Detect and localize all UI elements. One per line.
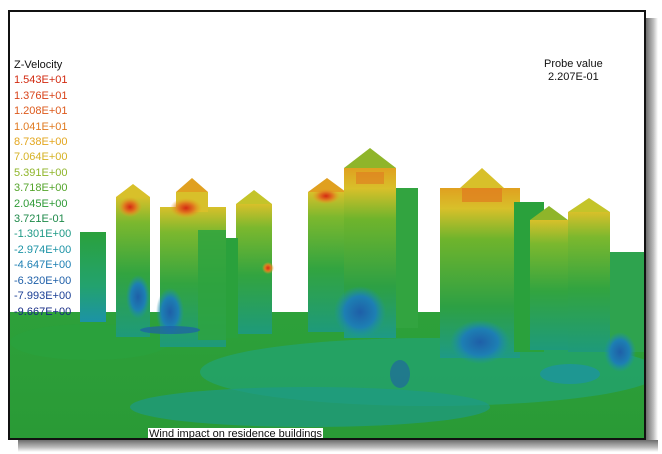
probe-value: 2.207E-01 xyxy=(548,71,599,83)
legend-entry: 3.718E+00 xyxy=(14,182,68,195)
probe-label: Probe value xyxy=(544,58,603,70)
legend-entry: 8.738E+00 xyxy=(14,136,68,149)
legend-entry: -9.667E+00 xyxy=(14,305,72,318)
caption: Wind impact on residence buildings xyxy=(148,428,324,440)
legend-entry: 1.041E+01 xyxy=(14,120,68,133)
frame-shadow-right xyxy=(646,18,658,448)
legend-entry: 1.376E+01 xyxy=(14,89,68,102)
cfd-scene xyxy=(10,148,644,438)
legend-entry: 3.721E-01 xyxy=(14,213,65,226)
legend-entry: -6.320E+00 xyxy=(14,274,72,287)
frame-shadow-bottom xyxy=(18,440,658,452)
legend-entry: -4.647E+00 xyxy=(14,259,72,272)
legend-entry: -2.974E+00 xyxy=(14,243,72,256)
legend-entry: 2.045E+00 xyxy=(14,197,68,210)
visualization-frame: Z-Velocity 1.543E+01 1.376E+01 1.208E+01… xyxy=(8,10,646,440)
legend-entry: 1.543E+01 xyxy=(14,74,68,87)
legend-entry: 1.208E+01 xyxy=(14,105,68,118)
legend-title: Z-Velocity xyxy=(14,59,63,71)
legend-entry: 7.064E+00 xyxy=(14,151,68,164)
z-velocity-legend: Z-Velocity 1.543E+01 1.376E+01 1.208E+01… xyxy=(14,58,71,320)
legend-entry: -7.993E+00 xyxy=(14,290,72,303)
probe-readout: Probe value 2.207E-01 xyxy=(544,58,603,84)
legend-entry: 5.391E+00 xyxy=(14,166,68,179)
legend-entry: -1.301E+00 xyxy=(14,228,72,241)
